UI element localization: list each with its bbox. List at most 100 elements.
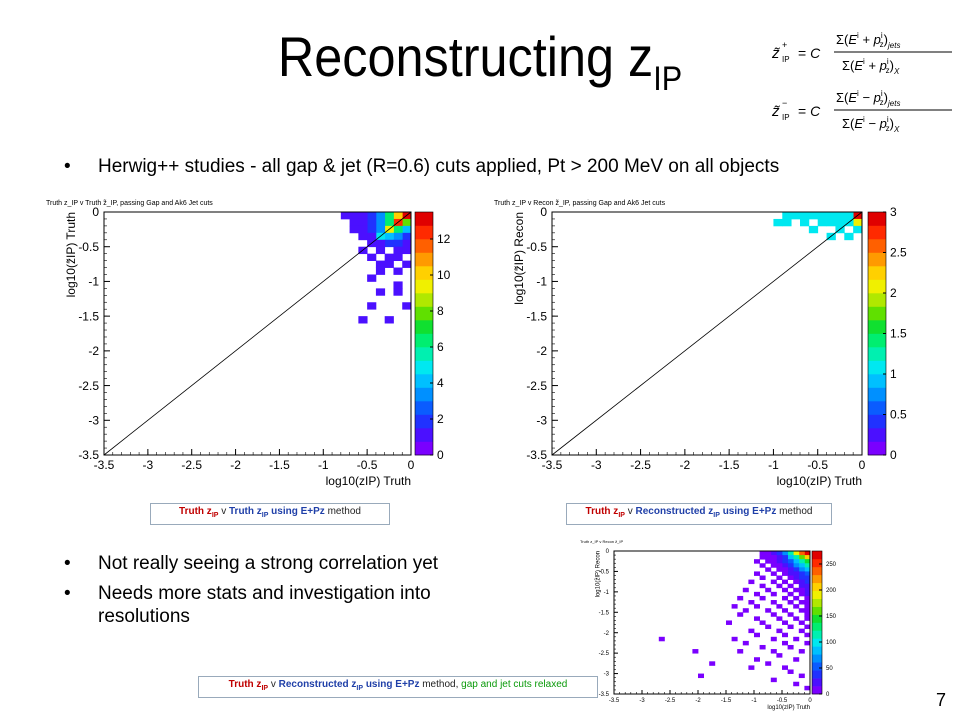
heatmap-cell bbox=[787, 583, 794, 589]
svg-text:z̃: z̃ bbox=[771, 103, 781, 120]
colorbar-segment bbox=[415, 279, 433, 294]
heatmap-cell bbox=[804, 685, 811, 691]
colorbar-tick-label: 0.5 bbox=[890, 408, 907, 422]
colorbar-segment bbox=[415, 347, 433, 361]
heatmap-cell bbox=[776, 583, 783, 589]
heatmap-cell bbox=[787, 612, 794, 617]
formula-line-plus: z̃ + IP = C Σ(Ei + pi z)jets Σ(Ei + pi z)X bbox=[771, 31, 952, 76]
heatmap-cell bbox=[804, 587, 811, 593]
x-tick-label: -3 bbox=[143, 458, 154, 472]
y-tick-label: -2 bbox=[604, 631, 610, 637]
heatmap-cell bbox=[804, 579, 811, 585]
heatmap-cell bbox=[765, 608, 772, 613]
heatmap-cell bbox=[776, 575, 783, 580]
x-tick-label: -3 bbox=[591, 458, 602, 472]
heatmap-cell bbox=[826, 218, 836, 227]
colorbar-segment bbox=[812, 582, 822, 592]
heatmap-cell bbox=[853, 218, 863, 227]
heatmap-cell bbox=[754, 591, 760, 597]
plot-area bbox=[614, 551, 810, 694]
heatmap-cell bbox=[393, 225, 403, 234]
heatmap-cell bbox=[804, 555, 811, 560]
colorbar-tick-label: 2 bbox=[890, 286, 897, 300]
colorbar-segment bbox=[415, 414, 433, 429]
heatmap-cell bbox=[787, 600, 794, 605]
colorbar-segment bbox=[812, 598, 822, 607]
colorbar-segment bbox=[868, 306, 886, 321]
colorbar-segment bbox=[415, 266, 433, 280]
heatmap-cell bbox=[770, 677, 777, 683]
heatmap-cell bbox=[826, 212, 836, 220]
caption-chart-2: Truth zIP v Reconstructed zIP using E+Pz… bbox=[566, 503, 832, 525]
heatmap-truth-vs-truth: Truth z_IP v Truth z̃_IP, passing Gap an… bbox=[46, 200, 451, 488]
colorbar-segment bbox=[868, 333, 886, 348]
colorbar-segment bbox=[868, 225, 886, 240]
colorbar-tick-label: 4 bbox=[437, 376, 444, 390]
heatmap-cell bbox=[384, 260, 394, 268]
heatmap-cell bbox=[787, 563, 794, 568]
colorbar-segment bbox=[415, 387, 433, 402]
heatmap-cell bbox=[798, 587, 805, 593]
heatmap-cell bbox=[770, 579, 777, 585]
bullet-dot-icon: • bbox=[64, 156, 71, 177]
heatmap-cell bbox=[782, 212, 792, 220]
heatmap-cell bbox=[742, 640, 749, 646]
heatmap-cell bbox=[776, 555, 783, 560]
heatmap-cell bbox=[804, 616, 811, 621]
heatmap-cell bbox=[804, 640, 811, 646]
heatmap-cell bbox=[782, 620, 788, 625]
heatmap-cell bbox=[782, 579, 788, 585]
heatmap-cell bbox=[804, 600, 811, 605]
colorbar-segment bbox=[812, 654, 822, 663]
heatmap-cell bbox=[787, 624, 794, 630]
y-tick-label: -1 bbox=[88, 275, 99, 289]
heatmap-cell bbox=[793, 636, 800, 642]
heatmap-cell bbox=[737, 595, 744, 601]
heatmap-cell bbox=[765, 587, 772, 593]
x-tick-label: -1 bbox=[768, 458, 779, 472]
chart-title: Truth z_IP v Recon z̃_IP, passing Gap an… bbox=[494, 200, 666, 207]
heatmap-cell bbox=[375, 267, 386, 275]
y-tick-label: -2 bbox=[88, 344, 99, 358]
y-tick-label: -2.5 bbox=[526, 379, 547, 393]
y-tick-label: -0.5 bbox=[78, 240, 99, 254]
heatmap-cell bbox=[791, 212, 801, 220]
heatmap-cell bbox=[782, 555, 788, 560]
heatmap-cell bbox=[804, 608, 811, 613]
x-tick-label: -3.5 bbox=[542, 458, 563, 472]
heatmap-cell bbox=[793, 551, 800, 556]
colorbar-tick-label: 0 bbox=[890, 448, 897, 462]
heatmap-cell bbox=[787, 555, 794, 560]
colorbar-tick-label: 200 bbox=[826, 588, 837, 594]
colorbar-segment bbox=[812, 614, 822, 623]
heatmap-cell bbox=[759, 551, 766, 556]
heatmap-cell bbox=[658, 636, 665, 642]
heatmap-cell bbox=[844, 232, 854, 241]
heatmap-cell bbox=[835, 218, 845, 227]
x-tick-label: -0.5 bbox=[357, 458, 378, 472]
colorbar-tick-label: 2.5 bbox=[890, 246, 907, 260]
heatmap-cell bbox=[844, 212, 854, 220]
heatmap-cell bbox=[375, 246, 386, 255]
svg-text:= C: = C bbox=[798, 45, 821, 61]
heatmap-cell bbox=[798, 579, 805, 585]
x-tick-label: 0 bbox=[859, 458, 866, 472]
colorbar-tick-label: 12 bbox=[437, 232, 451, 246]
colorbar-tick-label: 0 bbox=[437, 448, 444, 462]
heatmap-cell bbox=[804, 559, 811, 564]
caption-chart-3: Truth zIP v Reconstructed zIP using E+Pz… bbox=[198, 676, 598, 698]
heatmap-cell bbox=[800, 218, 810, 227]
y-tick-label: -3.5 bbox=[526, 448, 547, 462]
heatmap-cell bbox=[402, 246, 412, 255]
colorbar-segment bbox=[868, 414, 886, 429]
colorbar-tick-label: 10 bbox=[437, 268, 451, 282]
y-tick-label: -3 bbox=[604, 672, 610, 678]
heatmap-cell bbox=[770, 636, 777, 642]
heatmap-cell bbox=[759, 555, 766, 560]
heatmap-cell bbox=[770, 612, 777, 617]
y-tick-label: -2.5 bbox=[78, 379, 99, 393]
plot-frame bbox=[613, 550, 811, 695]
heatmap-cell bbox=[375, 225, 386, 234]
colorbar-segment bbox=[812, 678, 822, 687]
heatmap-cell bbox=[798, 571, 805, 576]
